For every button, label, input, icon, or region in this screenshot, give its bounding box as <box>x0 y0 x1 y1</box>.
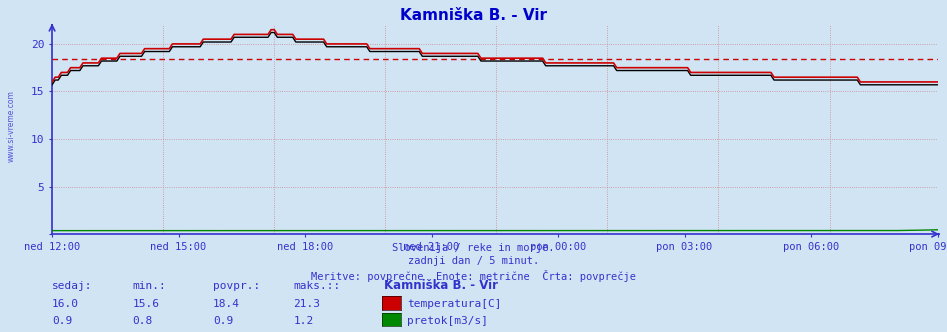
Text: 0.9: 0.9 <box>213 316 233 326</box>
Text: www.si-vreme.com: www.si-vreme.com <box>7 90 16 162</box>
Text: Kamniška B. - Vir: Kamniška B. - Vir <box>384 279 497 292</box>
Text: 21.3: 21.3 <box>294 299 321 309</box>
Text: 15.6: 15.6 <box>133 299 160 309</box>
Text: povpr.:: povpr.: <box>213 281 260 291</box>
Text: 0.8: 0.8 <box>133 316 152 326</box>
Text: min.:: min.: <box>133 281 167 291</box>
Text: Slovenija / reke in morje.: Slovenija / reke in morje. <box>392 243 555 253</box>
Text: sedaj:: sedaj: <box>52 281 93 291</box>
Text: 0.9: 0.9 <box>52 316 72 326</box>
Text: Meritve: povprečne  Enote: metrične  Črta: povprečje: Meritve: povprečne Enote: metrične Črta:… <box>311 270 636 282</box>
Text: 18.4: 18.4 <box>213 299 241 309</box>
Text: temperatura[C]: temperatura[C] <box>407 299 502 309</box>
Text: 16.0: 16.0 <box>52 299 80 309</box>
Text: Kamniška B. - Vir: Kamniška B. - Vir <box>400 8 547 23</box>
Text: 1.2: 1.2 <box>294 316 313 326</box>
Text: pretok[m3/s]: pretok[m3/s] <box>407 316 489 326</box>
Text: zadnji dan / 5 minut.: zadnji dan / 5 minut. <box>408 256 539 266</box>
Text: maks.::: maks.:: <box>294 281 341 291</box>
